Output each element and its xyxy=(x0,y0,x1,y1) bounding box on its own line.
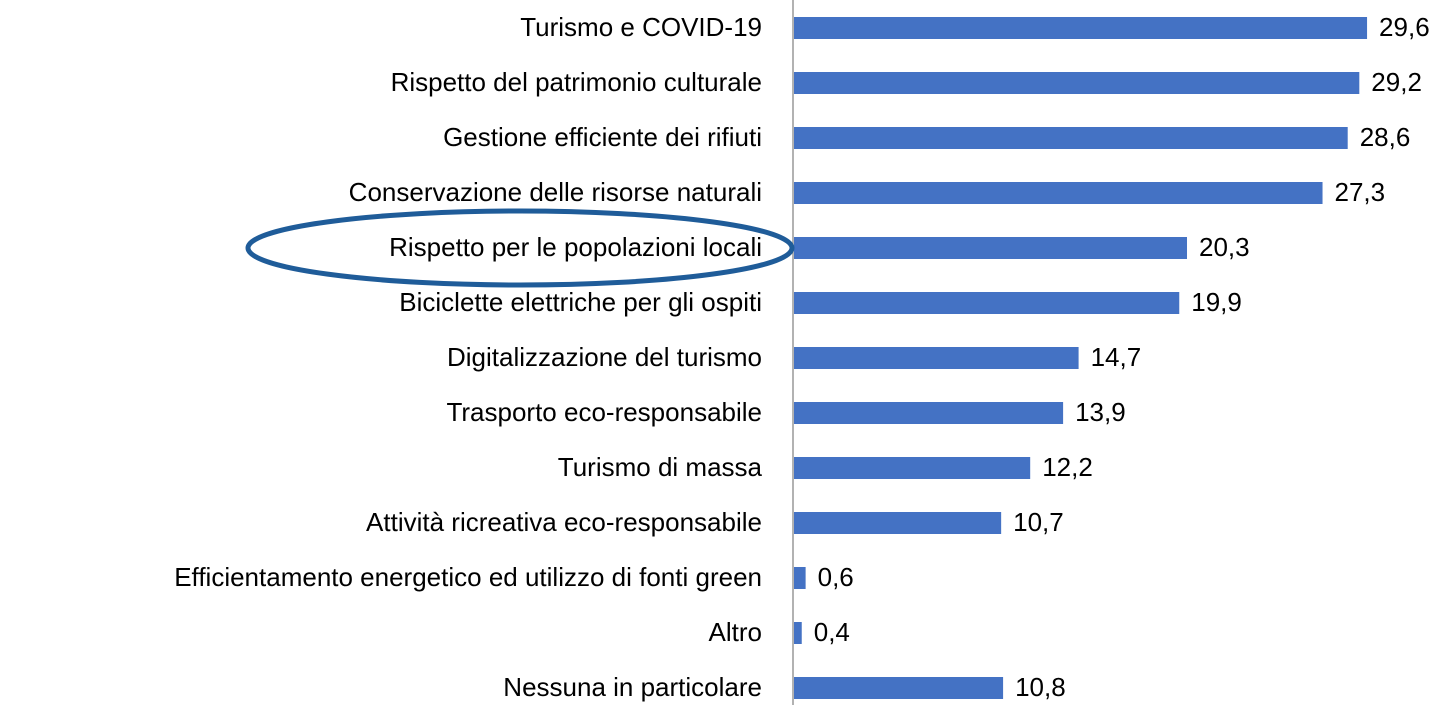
bar xyxy=(794,677,1004,699)
value-label: 28,6 xyxy=(1360,122,1411,152)
bar xyxy=(794,402,1064,424)
value-label: 12,2 xyxy=(1042,452,1093,482)
category-label: Conservazione delle risorse naturali xyxy=(349,177,762,207)
category-label: Rispetto del patrimonio culturale xyxy=(391,67,762,97)
bar xyxy=(794,567,806,589)
value-label: 19,9 xyxy=(1191,287,1242,317)
category-label: Turismo di massa xyxy=(558,452,763,482)
category-label: Digitalizzazione del turismo xyxy=(447,342,762,372)
category-label: Trasporto eco-responsabile xyxy=(446,397,762,427)
value-label: 10,8 xyxy=(1015,672,1066,702)
bar xyxy=(794,622,802,644)
bar xyxy=(794,17,1368,39)
highlight-ellipse xyxy=(245,208,795,288)
bar xyxy=(794,512,1002,534)
category-label: Rispetto per le popolazioni locali xyxy=(389,232,762,262)
category-label: Altro xyxy=(709,617,762,647)
value-label: 27,3 xyxy=(1335,177,1386,207)
bar xyxy=(794,292,1180,314)
bar xyxy=(794,457,1031,479)
value-label: 29,6 xyxy=(1379,12,1430,42)
value-label: 0,4 xyxy=(814,617,850,647)
category-label: Nessuna in particolare xyxy=(503,672,762,702)
value-label: 13,9 xyxy=(1075,397,1126,427)
value-label: 20,3 xyxy=(1199,232,1250,262)
value-label: 10,7 xyxy=(1013,507,1064,537)
category-label: Gestione efficiente dei rifiuti xyxy=(443,122,762,152)
category-label: Biciclette elettriche per gli ospiti xyxy=(399,287,762,317)
bar xyxy=(794,127,1348,149)
bar xyxy=(794,72,1360,94)
value-label: 0,6 xyxy=(818,562,854,592)
value-label: 14,7 xyxy=(1091,342,1142,372)
value-label: 29,2 xyxy=(1371,67,1422,97)
bar xyxy=(794,237,1188,259)
bar xyxy=(794,182,1323,204)
bar xyxy=(794,347,1079,369)
category-label: Attività ricreativa eco-responsabile xyxy=(366,507,762,537)
category-label: Efficientamento energetico ed utilizzo d… xyxy=(174,562,762,592)
category-label: Turismo e COVID-19 xyxy=(520,12,762,42)
